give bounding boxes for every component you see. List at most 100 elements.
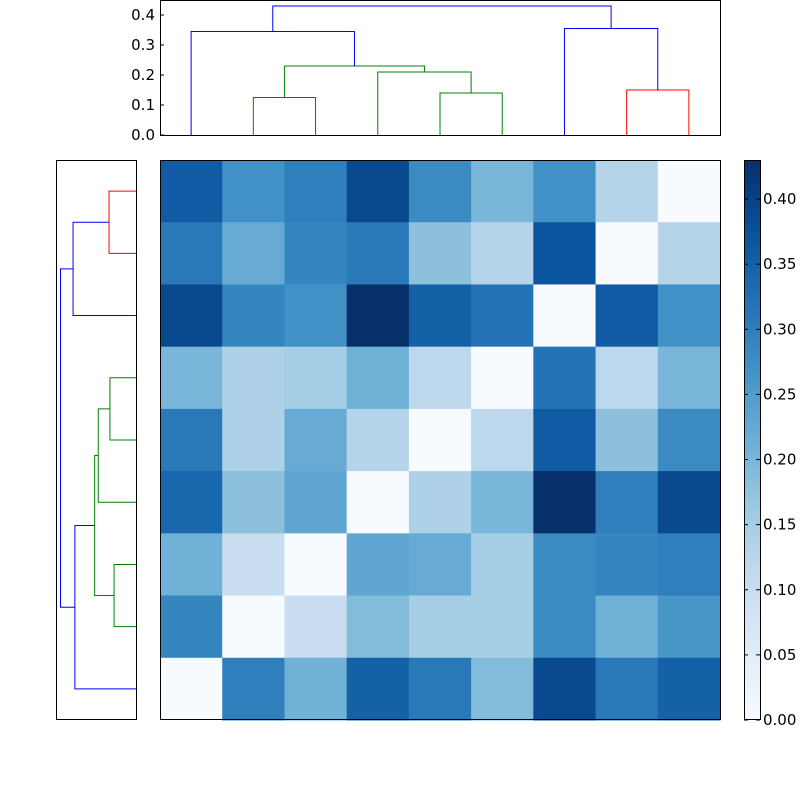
- heatmap-cell: [471, 595, 534, 659]
- top-dendrogram: 0.0 0.1 0.2 0.3 0.4: [131, 5, 690, 144]
- heatmap-cell: [160, 160, 223, 223]
- heatmap-cell: [222, 471, 285, 534]
- heatmap-cell: [284, 408, 348, 472]
- colorbar-tick-label: 0.20: [763, 451, 796, 469]
- heatmap-cell: [657, 222, 721, 285]
- heatmap-cell: [595, 471, 659, 534]
- heatmap-cell: [533, 595, 597, 659]
- heatmap-cell: [533, 160, 597, 223]
- heatmap-cell: [471, 657, 534, 721]
- heatmap-cell: [284, 346, 348, 410]
- heatmap-cell: [533, 222, 597, 285]
- top-dendrogram-link: [252, 97, 317, 135]
- heatmap-cell: [595, 284, 659, 348]
- colorbar-tick-label: 0.30: [763, 320, 796, 338]
- heatmap-cell: [408, 657, 472, 721]
- left-dendrogram-link: [109, 377, 136, 441]
- heatmap-cell: [657, 533, 721, 597]
- heatmap-cell: [284, 657, 348, 721]
- heatmap-cell: [160, 595, 223, 659]
- heatmap-cell: [595, 160, 659, 223]
- heatmap-cell: [284, 222, 348, 285]
- heatmap-cell: [284, 471, 348, 534]
- top-dendrogram-link: [272, 5, 612, 32]
- heatmap-cell: [657, 408, 721, 472]
- heatmap-cell: [160, 222, 223, 285]
- top-dendrogram-frame: [160, 0, 721, 136]
- heatmap-cell: [222, 160, 285, 223]
- heatmap-frame: [160, 160, 721, 720]
- heatmap-cell: [160, 346, 223, 410]
- heatmap-cell: [222, 346, 285, 410]
- left-dendrogram-link: [72, 221, 136, 317]
- left-dendrogram-link: [74, 525, 136, 690]
- heatmap-cell: [222, 284, 285, 348]
- heatmap-cell: [595, 408, 659, 472]
- heatmap-cell: [222, 533, 285, 597]
- heatmap-cell: [533, 284, 597, 348]
- heatmap-cell: [408, 284, 472, 348]
- top-dendrogram-ytick-label: 0.0: [131, 126, 155, 144]
- heatmap-cell: [595, 595, 659, 659]
- heatmap-cell: [408, 160, 472, 223]
- heatmap-cell: [595, 657, 659, 721]
- top-dendrogram-ytick-label: 0.3: [131, 36, 155, 54]
- top-dendrogram-link: [283, 65, 425, 98]
- heatmap-cell: [657, 471, 721, 534]
- heatmap-cell: [160, 471, 223, 534]
- heatmap-cell: [657, 595, 721, 659]
- heatmap-cell: [160, 284, 223, 348]
- heatmap-cell: [160, 408, 223, 472]
- heatmap-cell: [657, 346, 721, 410]
- heatmap-cell: [222, 595, 285, 659]
- heatmap-cell: [657, 160, 721, 223]
- heatmap-cell: [595, 533, 659, 597]
- heatmap-cell: [346, 222, 410, 285]
- left-dendrogram-frame: [56, 160, 137, 720]
- heatmap-cell: [160, 533, 223, 597]
- heatmap-cell: [408, 471, 472, 534]
- top-dendrogram-ytick-label: 0.4: [131, 6, 155, 24]
- heatmap-cell: [284, 595, 348, 659]
- top-dendrogram-link: [626, 89, 690, 135]
- colorbar-tick-label: 0.35: [763, 255, 796, 273]
- heatmap: [160, 160, 721, 721]
- heatmap-cell: [471, 222, 534, 285]
- heatmap-cell: [471, 471, 534, 534]
- colorbar-tick-label: 0.15: [763, 516, 796, 534]
- heatmap-cell: [408, 346, 472, 410]
- heatmap-cell: [408, 533, 472, 597]
- colorbar-tick-label: 0.25: [763, 385, 796, 403]
- top-dendrogram-link: [563, 28, 659, 135]
- left-dendrogram: [59, 190, 136, 690]
- heatmap-cell: [346, 533, 410, 597]
- heatmap-cell: [408, 408, 472, 472]
- heatmap-cell: [471, 408, 534, 472]
- heatmap-cell: [471, 284, 534, 348]
- heatmap-cell: [657, 657, 721, 721]
- heatmap-cell: [471, 346, 534, 410]
- heatmap-cell: [471, 533, 534, 597]
- heatmap-cell: [222, 408, 285, 472]
- top-dendrogram-ytick-label: 0.2: [131, 66, 155, 84]
- colorbar: [744, 160, 761, 720]
- heatmap-cell: [408, 595, 472, 659]
- left-dendrogram-link: [113, 563, 136, 628]
- colorbar-tick-label: 0.10: [763, 581, 796, 599]
- heatmap-cell: [533, 408, 597, 472]
- left-dendrogram-link: [94, 455, 115, 597]
- heatmap-cell: [533, 346, 597, 410]
- colorbar-tick-label: 0.05: [763, 646, 796, 664]
- heatmap-cell: [595, 222, 659, 285]
- heatmap-cell: [471, 160, 534, 223]
- heatmap-cell: [533, 657, 597, 721]
- heatmap-cell: [408, 222, 472, 285]
- heatmap-cell: [160, 657, 223, 721]
- heatmap-cell: [533, 533, 597, 597]
- heatmap-cell: [346, 595, 410, 659]
- heatmap-cell: [346, 657, 410, 721]
- heatmap-cell: [222, 222, 285, 285]
- left-dendrogram-link: [97, 408, 136, 503]
- top-dendrogram-link: [377, 71, 472, 135]
